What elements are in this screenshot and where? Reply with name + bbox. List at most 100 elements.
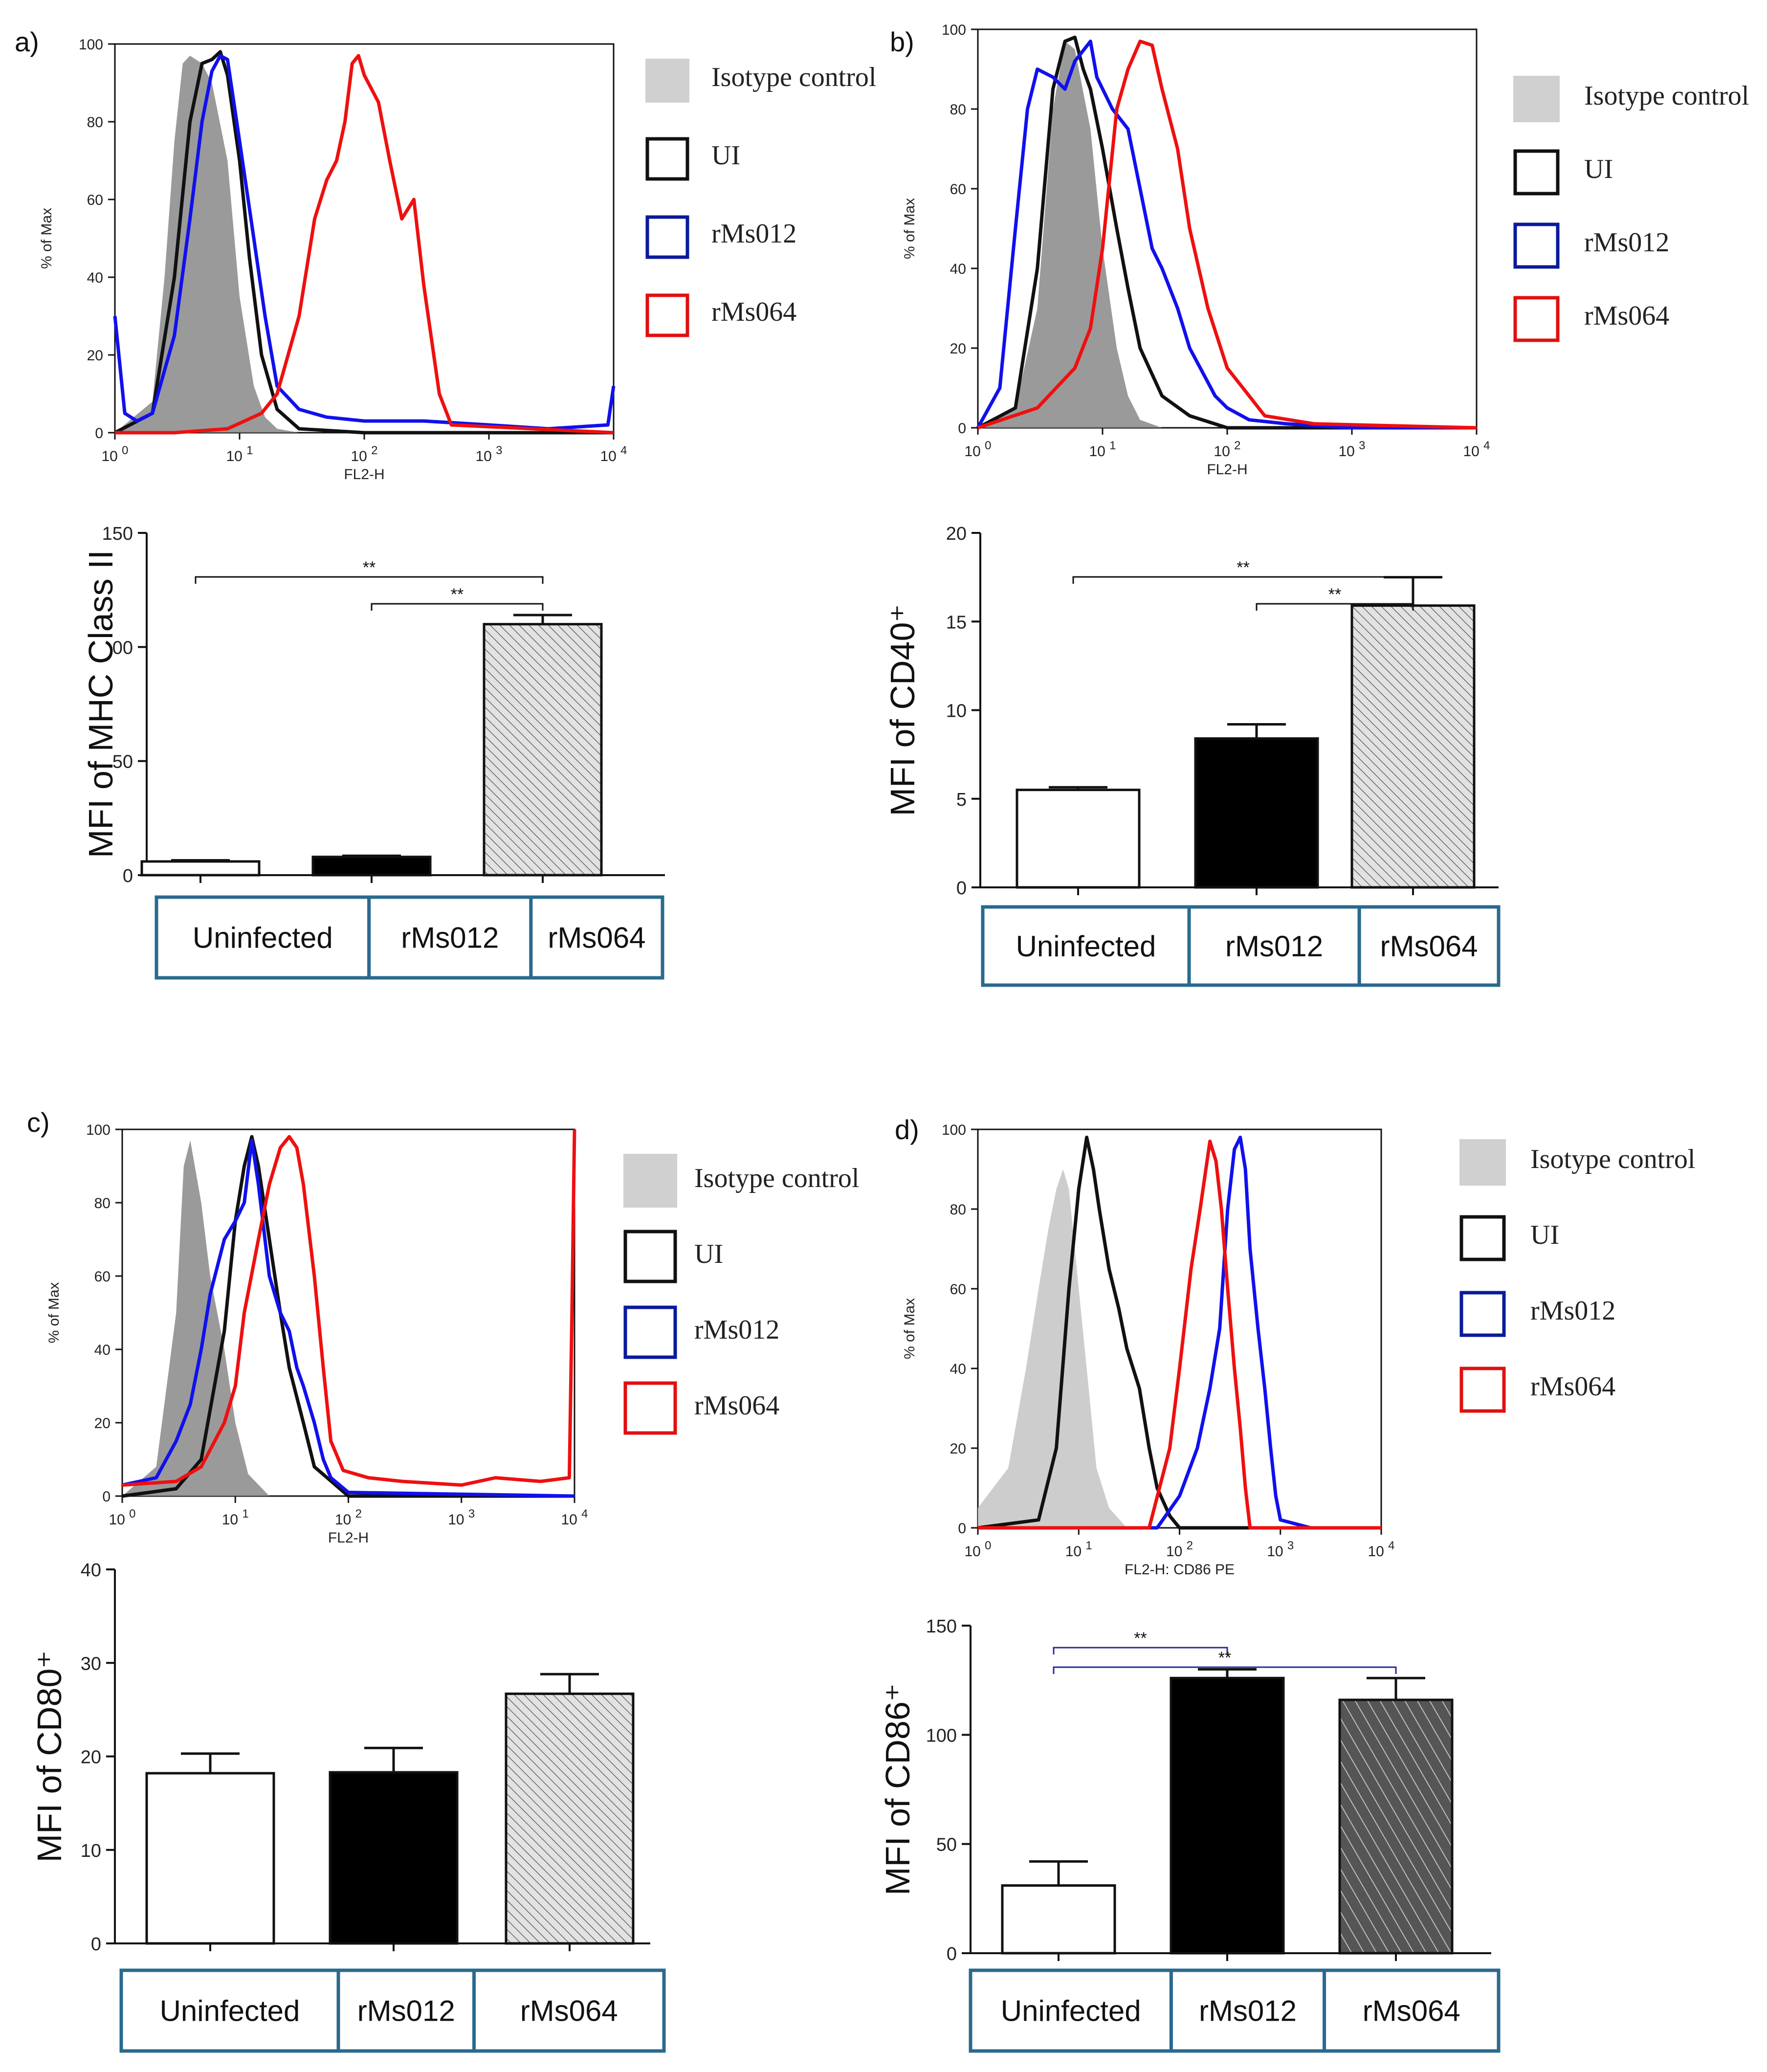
bar-chart: 0 50 100 150 MFI of CD86⁺ ** ** [879,1616,1491,1964]
legend-swatch [1513,296,1560,342]
y-tick-label: 40 [94,1342,110,1358]
histogram-chart: 0 20 40 60 80 100 10 0 10 1 10 2 10 3 10 4 FL2-H: C… [902,1122,1395,1578]
significance-bracket [1053,1666,1397,1674]
x-tick-label: 10 4 [1368,1539,1394,1560]
significance-bracket [1053,1647,1228,1654]
y-tick-label: 20 [94,1415,110,1432]
y-tick-label: 100 [942,22,966,38]
y-tick-label: 30 [81,1653,101,1674]
significance-label: ** [1328,585,1341,604]
series-area-isotype-control [978,1169,1180,1528]
x-tick-label: 10 1 [226,444,253,464]
legend-label: Isotype control [711,62,876,92]
legend-swatch [623,1381,677,1435]
category-boxes: Uninfected rMs012 rMs064 [119,1968,666,2053]
category-label: Uninfected [1016,930,1156,963]
legend: Isotype control UI rMs012 rMs064 [623,1154,859,1435]
category-label: Uninfected [1001,1995,1141,2028]
series-line-rms064 [978,1139,1381,1530]
y-axis-title: MFI of CD80⁺ [30,1651,68,1863]
bar-uninfected [1016,789,1141,889]
category-label: rMs012 [1225,930,1323,963]
legend-item: UI [1459,1215,1559,1261]
x-tick-label: 10 2 [1166,1539,1193,1560]
x-tick-label: 10 0 [964,1539,991,1560]
series-line-rms012 [978,1135,1381,1530]
y-tick-label: 20 [946,524,967,544]
legend-swatch [1459,1139,1506,1186]
significance-bracket [1072,576,1414,584]
legend-label: Isotype control [694,1163,859,1193]
panel-label: d) [895,1114,919,1145]
category-box [155,895,371,980]
bar-chart: 0 10 20 30 40 MFI of CD80⁺ [30,1560,650,1955]
series-line-rms064 [977,40,1477,430]
y-tick-label: 60 [950,181,966,198]
legend-item: rMs012 [645,215,796,259]
category-label: rMs064 [1363,1995,1460,2028]
legend-item: rMs012 [1459,1291,1615,1337]
legend-item: rMs064 [645,293,796,337]
y-tick-label: 40 [81,1560,101,1581]
histogram-chart: 0 20 40 60 80 100 10 0 10 1 10 2 10 3 10 4 FL2-H % o… [902,22,1490,478]
category-boxes: Uninfected rMs012 rMs064 [155,895,664,980]
panel-d: d) 0 20 40 60 80 100 10 0 10 1 10 2 10 3 10 4 FL2-H:… [879,1114,1695,2053]
legend-label: Isotype control [1530,1144,1695,1174]
category-label: Uninfected [160,1995,300,2028]
panel-label: c) [27,1107,50,1138]
legend-item: UI [645,137,740,181]
y-tick-label: 10 [946,701,967,722]
y-tick-label: 5 [956,790,967,810]
y-tick-label: 150 [102,524,133,544]
legend-label: Isotype control [1584,81,1749,111]
legend-swatch [645,137,689,181]
histogram-chart: 0 20 40 60 80 100 10 0 10 1 10 2 10 3 10 4 FL2-H % o… [39,37,627,483]
series-area-isotype-control [122,1140,349,1496]
legend-item: Isotype control [623,1154,859,1208]
bar-chart: 0 5 10 15 20 MFI of CD40⁺ ** ** [884,524,1499,899]
category-label: rMs012 [357,1995,455,2028]
category-box [529,895,664,980]
y-tick-label: 0 [123,866,133,886]
x-tick-label: 10 2 [351,444,377,464]
y-tick-label: 40 [950,261,966,277]
y-tick-label: 10 [81,1841,101,1861]
bar-rms012 [1194,737,1319,889]
legend-swatch [623,1230,677,1283]
legend-swatch [623,1154,677,1208]
y-tick-label: 0 [95,425,103,441]
series-area-isotype-control [978,41,1227,428]
legend-swatch [645,59,689,103]
x-tick-label: 10 0 [109,1507,135,1528]
legend-label: UI [1530,1220,1559,1250]
y-tick-label: 0 [947,1944,957,1964]
bar-rms012 [329,1771,459,1945]
legend-label: rMs064 [694,1390,779,1421]
legend-swatch [645,293,689,337]
significance-label: ** [451,585,464,604]
legend-swatch [645,215,689,259]
series-line-rms012 [976,40,1477,430]
significance-bracket [371,603,544,611]
legend: Isotype control UI rMs012 rMs064 [1513,76,1749,342]
x-tick-label: 10 1 [1089,439,1116,460]
y-tick-label: 0 [102,1489,110,1505]
legend-item: rMs064 [1459,1367,1615,1413]
x-axis-title: FL2-H: CD86 PE [1125,1562,1235,1578]
category-box [1323,1968,1501,2053]
category-box [472,1968,666,2053]
significance-label: ** [1134,1629,1147,1648]
legend-swatch [1459,1215,1506,1261]
legend-label: UI [694,1239,723,1269]
category-box [981,905,1191,987]
category-box [119,1968,340,2053]
category-boxes: Uninfected rMs012 rMs064 [981,905,1501,987]
legend-swatch [1459,1291,1506,1337]
y-tick-label: 100 [942,1122,966,1138]
y-axis-title: % of Max [46,1282,62,1343]
x-tick-label: 10 3 [1267,1539,1294,1560]
bar-uninfected [140,860,261,877]
x-tick-label: 10 1 [1065,1539,1092,1560]
y-tick-label: 15 [946,612,967,633]
